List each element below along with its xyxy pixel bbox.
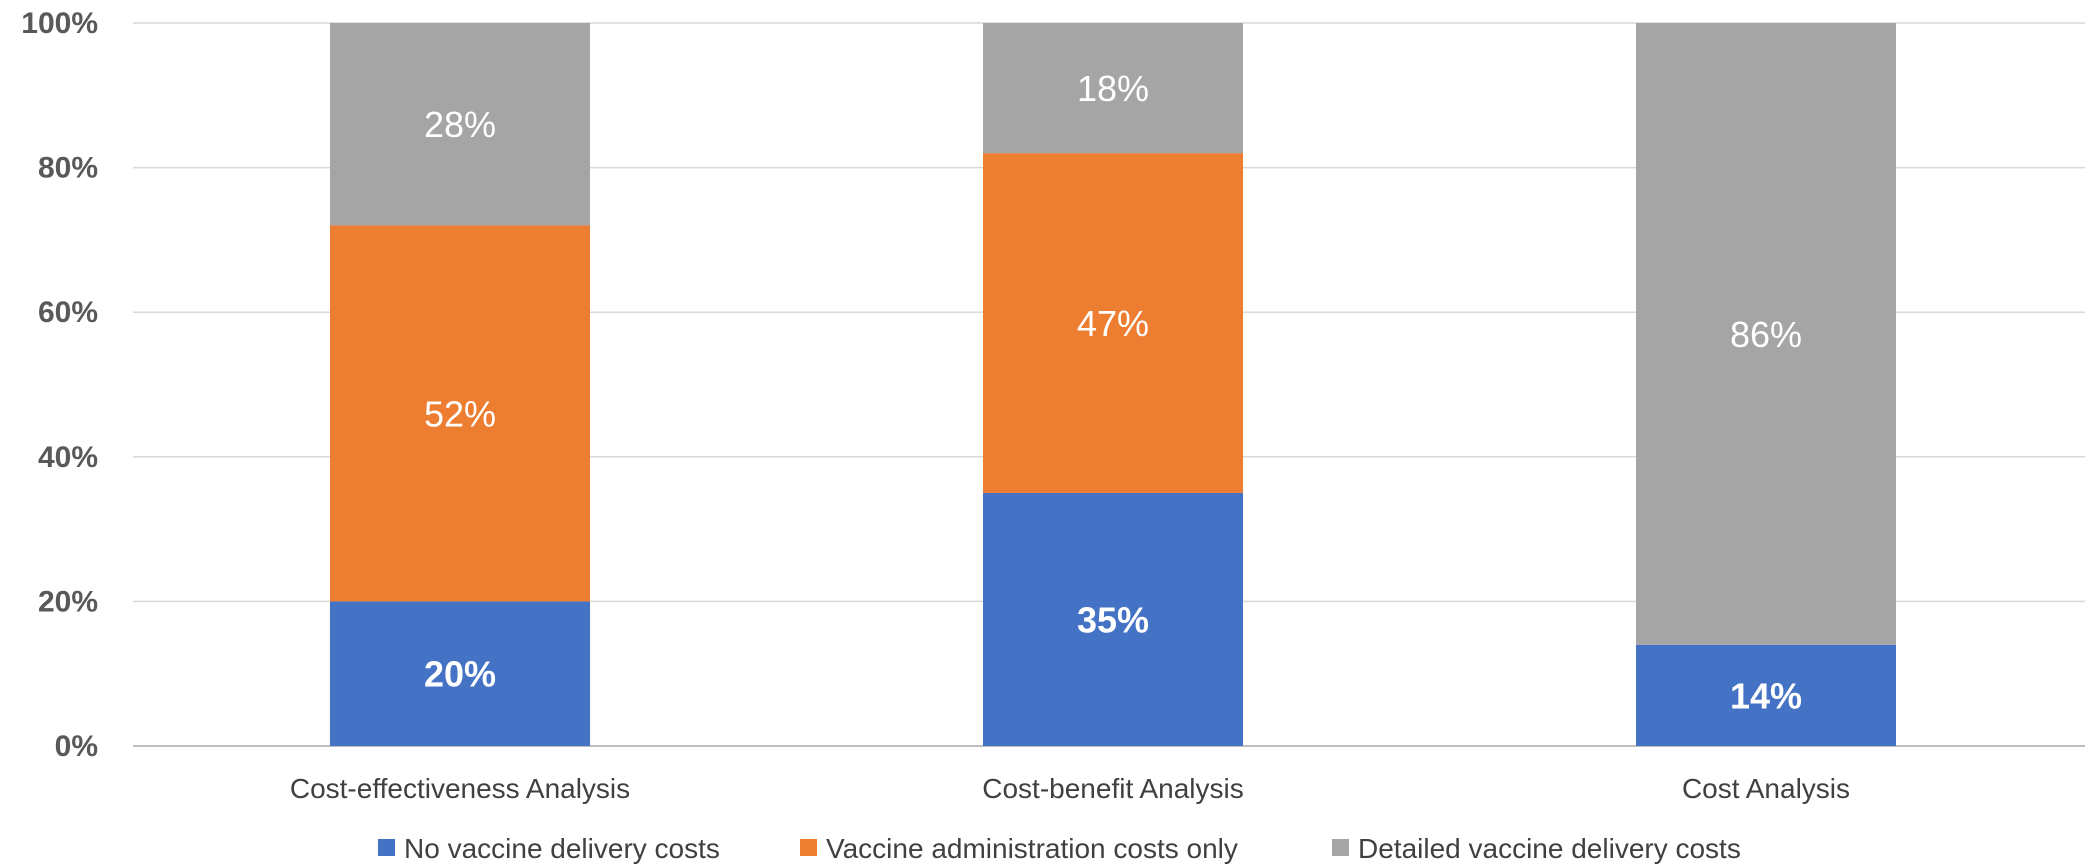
y-tick-label: 100% — [21, 7, 98, 40]
x-tick-label: Cost-benefit Analysis — [982, 773, 1243, 804]
bar-segment — [330, 225, 590, 602]
bar-segment — [330, 601, 590, 746]
legend-swatch — [378, 839, 395, 856]
data-label: 14% — [1730, 675, 1802, 716]
y-tick-label: 0% — [55, 730, 98, 763]
y-tick-label: 60% — [38, 296, 98, 329]
x-tick-label: Cost Analysis — [1682, 773, 1850, 804]
bar-segment — [330, 23, 590, 226]
y-axis-tick-labels: 0% 20% 40% 60% 80% 100% — [21, 7, 98, 763]
bar-segment — [983, 23, 1243, 154]
data-labels: 20% 52% 28% 35% 47% 18% 14% 86% — [424, 68, 1802, 716]
data-label: 86% — [1730, 314, 1802, 355]
legend-item[interactable]: Vaccine administration costs only — [800, 833, 1238, 864]
data-label: 35% — [1077, 599, 1149, 640]
y-tick-label: 20% — [38, 585, 98, 618]
data-label: 20% — [424, 654, 496, 695]
y-tick-label: 40% — [38, 441, 98, 474]
legend-label: Vaccine administration costs only — [826, 833, 1238, 864]
legend-label: Detailed vaccine delivery costs — [1358, 833, 1741, 864]
legend-label: No vaccine delivery costs — [404, 833, 720, 864]
legend-swatch — [1332, 839, 1349, 856]
bars — [330, 23, 1896, 746]
x-tick-label: Cost-effectiveness Analysis — [290, 773, 630, 804]
y-tick-label: 80% — [38, 152, 98, 185]
bar-segment — [983, 492, 1243, 746]
data-label: 18% — [1077, 68, 1149, 109]
legend-swatch — [800, 839, 817, 856]
bar-segment — [1636, 23, 1896, 645]
legend[interactable]: No vaccine delivery costs Vaccine adminis… — [378, 833, 1741, 864]
legend-item[interactable]: No vaccine delivery costs — [378, 833, 720, 864]
data-label: 52% — [424, 393, 496, 434]
data-label: 47% — [1077, 303, 1149, 344]
x-axis-tick-labels: Cost-effectiveness Analysis Cost-benefit … — [290, 773, 1850, 804]
data-label: 28% — [424, 104, 496, 145]
bar-segment — [983, 153, 1243, 493]
legend-item[interactable]: Detailed vaccine delivery costs — [1332, 833, 1741, 864]
bar-segment — [1636, 644, 1896, 746]
